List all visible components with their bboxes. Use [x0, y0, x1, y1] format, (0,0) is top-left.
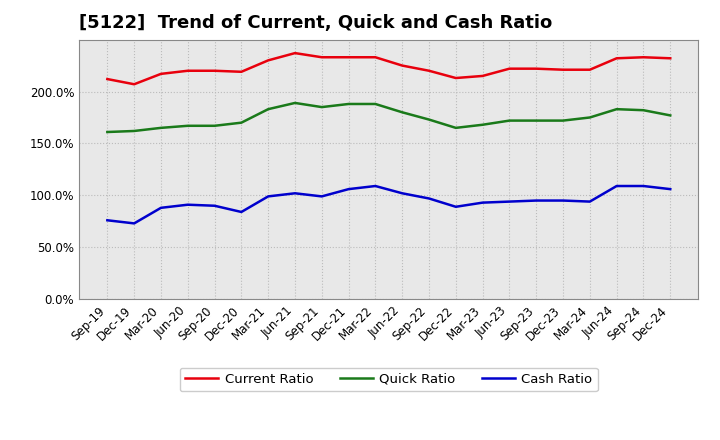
Cash Ratio — [612, 183, 621, 189]
Quick Ratio — [291, 100, 300, 106]
Cash Ratio — [532, 198, 541, 203]
Quick Ratio — [184, 123, 192, 128]
Cash Ratio — [371, 183, 379, 189]
Quick Ratio — [371, 101, 379, 106]
Current Ratio — [184, 68, 192, 73]
Quick Ratio — [666, 113, 675, 118]
Current Ratio — [612, 55, 621, 61]
Cash Ratio — [478, 200, 487, 205]
Quick Ratio — [505, 118, 514, 123]
Current Ratio — [425, 68, 433, 73]
Cash Ratio — [237, 209, 246, 215]
Current Ratio — [451, 75, 460, 81]
Cash Ratio — [210, 203, 219, 209]
Line: Current Ratio: Current Ratio — [107, 53, 670, 84]
Cash Ratio — [344, 187, 353, 192]
Cash Ratio — [130, 221, 138, 226]
Quick Ratio — [318, 104, 326, 110]
Cash Ratio — [425, 196, 433, 201]
Quick Ratio — [130, 128, 138, 134]
Cash Ratio — [157, 205, 166, 210]
Cash Ratio — [291, 191, 300, 196]
Current Ratio — [371, 55, 379, 60]
Current Ratio — [264, 58, 272, 63]
Text: [5122]  Trend of Current, Quick and Cash Ratio: [5122] Trend of Current, Quick and Cash … — [79, 15, 552, 33]
Cash Ratio — [559, 198, 567, 203]
Current Ratio — [585, 67, 594, 72]
Quick Ratio — [344, 101, 353, 106]
Cash Ratio — [103, 218, 112, 223]
Quick Ratio — [451, 125, 460, 131]
Quick Ratio — [425, 117, 433, 122]
Current Ratio — [237, 69, 246, 74]
Current Ratio — [478, 73, 487, 79]
Quick Ratio — [157, 125, 166, 131]
Quick Ratio — [532, 118, 541, 123]
Quick Ratio — [264, 106, 272, 112]
Line: Quick Ratio: Quick Ratio — [107, 103, 670, 132]
Legend: Current Ratio, Quick Ratio, Cash Ratio: Current Ratio, Quick Ratio, Cash Ratio — [180, 368, 598, 391]
Line: Cash Ratio: Cash Ratio — [107, 186, 670, 224]
Quick Ratio — [639, 107, 648, 113]
Cash Ratio — [264, 194, 272, 199]
Cash Ratio — [318, 194, 326, 199]
Cash Ratio — [184, 202, 192, 207]
Current Ratio — [318, 55, 326, 60]
Current Ratio — [639, 55, 648, 60]
Current Ratio — [210, 68, 219, 73]
Quick Ratio — [559, 118, 567, 123]
Current Ratio — [130, 81, 138, 87]
Quick Ratio — [398, 110, 407, 115]
Current Ratio — [157, 71, 166, 77]
Current Ratio — [398, 63, 407, 68]
Current Ratio — [344, 55, 353, 60]
Quick Ratio — [612, 106, 621, 112]
Cash Ratio — [666, 187, 675, 192]
Current Ratio — [666, 55, 675, 61]
Cash Ratio — [639, 183, 648, 189]
Quick Ratio — [210, 123, 219, 128]
Quick Ratio — [237, 120, 246, 125]
Current Ratio — [505, 66, 514, 71]
Quick Ratio — [103, 129, 112, 135]
Cash Ratio — [398, 191, 407, 196]
Cash Ratio — [505, 199, 514, 204]
Current Ratio — [532, 66, 541, 71]
Current Ratio — [291, 51, 300, 56]
Cash Ratio — [451, 204, 460, 209]
Quick Ratio — [478, 122, 487, 128]
Current Ratio — [103, 77, 112, 82]
Quick Ratio — [585, 115, 594, 120]
Current Ratio — [559, 67, 567, 72]
Cash Ratio — [585, 199, 594, 204]
